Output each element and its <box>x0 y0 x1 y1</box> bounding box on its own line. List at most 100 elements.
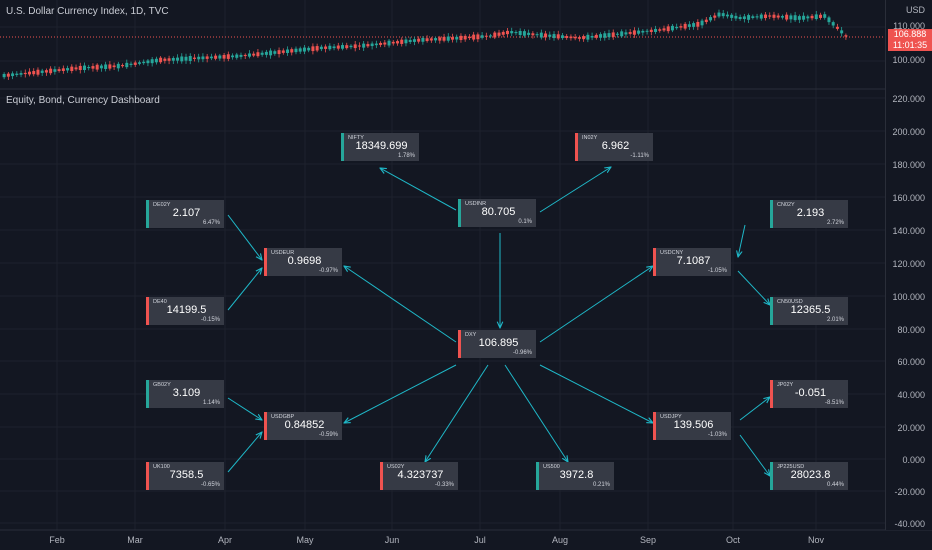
candle-body <box>256 52 260 57</box>
candle-body <box>493 32 497 38</box>
symbol-label: USDJPY <box>660 414 682 420</box>
candle-body <box>273 51 277 54</box>
candle-body <box>565 36 569 39</box>
change-label: 2.01% <box>826 317 844 323</box>
box-us02y: US02Y 4.323737 -0.33% <box>380 462 458 490</box>
candle-body <box>171 57 175 61</box>
candle-body <box>586 34 590 40</box>
candle-body <box>797 16 801 20</box>
box-gb02y: GB02Y 3.109 1.14% <box>146 380 224 408</box>
candle-body <box>315 46 319 51</box>
candle-body <box>738 16 742 20</box>
candle-body <box>197 56 201 60</box>
candle-body <box>370 43 374 47</box>
symbol-label: IN02Y <box>582 135 598 141</box>
time-axis-label: Aug <box>551 535 569 545</box>
candle-body <box>400 39 404 44</box>
value-label: -0.051 <box>794 387 827 399</box>
box-usdinr: USDINR 80.705 0.1% <box>458 199 536 227</box>
candle-body <box>167 58 171 61</box>
value-label: 2.107 <box>172 207 201 219</box>
change-label: 1.14% <box>202 400 220 406</box>
candle-body <box>802 15 806 20</box>
candle-body <box>632 30 636 35</box>
candle-body <box>121 65 125 67</box>
direction-bar <box>264 412 267 440</box>
change-label: -0.96% <box>512 350 532 356</box>
direction-bar <box>458 199 461 227</box>
candle-body <box>154 58 158 63</box>
change-label: -1.11% <box>630 153 649 159</box>
candle-body <box>620 31 624 37</box>
direction-bar <box>146 462 149 490</box>
indicator-tick: 40.000 <box>897 390 925 400</box>
candle-body <box>294 48 298 53</box>
candle-body <box>450 37 454 40</box>
indicator-tick: 100.000 <box>892 292 925 302</box>
candle-body <box>421 37 425 42</box>
candle-body <box>32 71 36 75</box>
candle-body <box>721 13 725 17</box>
candle-body <box>552 34 556 39</box>
candle-body <box>192 57 196 59</box>
candle-body <box>391 41 395 44</box>
box-usdeur: USDEUR 0.9698 -0.97% <box>264 248 342 276</box>
direction-bar <box>146 380 149 408</box>
bar-countdown-tag: 11:01:35 <box>888 40 932 51</box>
candle-body <box>505 30 509 35</box>
candle-body <box>15 73 19 75</box>
symbol-label: DE40 <box>153 299 167 305</box>
candle-body <box>654 28 658 32</box>
value-label: 3972.8 <box>559 469 594 481</box>
value-label: 3.109 <box>172 387 201 399</box>
indicator-tick: 180.000 <box>892 160 925 170</box>
link-arrow <box>425 364 489 462</box>
candle-body <box>704 19 708 23</box>
candle-body <box>2 73 6 78</box>
value-label: 139.506 <box>673 419 714 431</box>
candle-body <box>789 15 793 20</box>
direction-bar <box>770 380 773 408</box>
change-label: -1.05% <box>707 268 727 274</box>
box-cn02y: CN02Y 2.193 2.72% <box>770 200 848 228</box>
candle-body <box>260 52 264 55</box>
candle-body <box>311 46 315 52</box>
candle-body <box>108 64 112 69</box>
value-label: 6.962 <box>601 140 630 152</box>
symbol-label: GB02Y <box>153 382 171 388</box>
candle-body <box>95 64 99 70</box>
candle-body <box>670 25 674 31</box>
candle-body <box>649 29 653 32</box>
link-arrow <box>504 364 568 462</box>
candle-body <box>112 65 116 68</box>
change-label: -0.33% <box>434 482 454 488</box>
change-label: -8.51% <box>824 400 844 406</box>
candle-body <box>484 35 488 37</box>
candle-body <box>577 37 581 39</box>
candle-body <box>810 15 814 19</box>
candle-body <box>379 42 383 45</box>
candle-body <box>66 68 70 71</box>
value-label: 18349.699 <box>355 140 408 152</box>
candle-body <box>764 14 768 19</box>
candle-body <box>713 15 717 18</box>
symbol-title: U.S. Dollar Currency Index, 1D, TVC <box>6 6 169 17</box>
link-arrow <box>739 397 770 421</box>
link-arrow <box>227 268 262 311</box>
price-scale[interactable]: USD 110.000 100.000 220.000 200.000 180.… <box>885 0 932 530</box>
candle-body <box>188 56 192 61</box>
candle-body <box>835 26 839 29</box>
value-label: 28023.8 <box>790 469 831 481</box>
candle-body <box>332 46 336 49</box>
candle-body <box>442 36 446 41</box>
candle-body <box>222 54 226 59</box>
candle-body <box>91 66 95 69</box>
value-label: 12365.5 <box>790 304 831 316</box>
candle-body <box>624 32 628 35</box>
candle-body <box>518 31 522 36</box>
candle-body <box>615 33 619 35</box>
time-axis-label: Nov <box>807 535 825 545</box>
candle-body <box>176 57 180 61</box>
candle-body <box>70 66 74 71</box>
